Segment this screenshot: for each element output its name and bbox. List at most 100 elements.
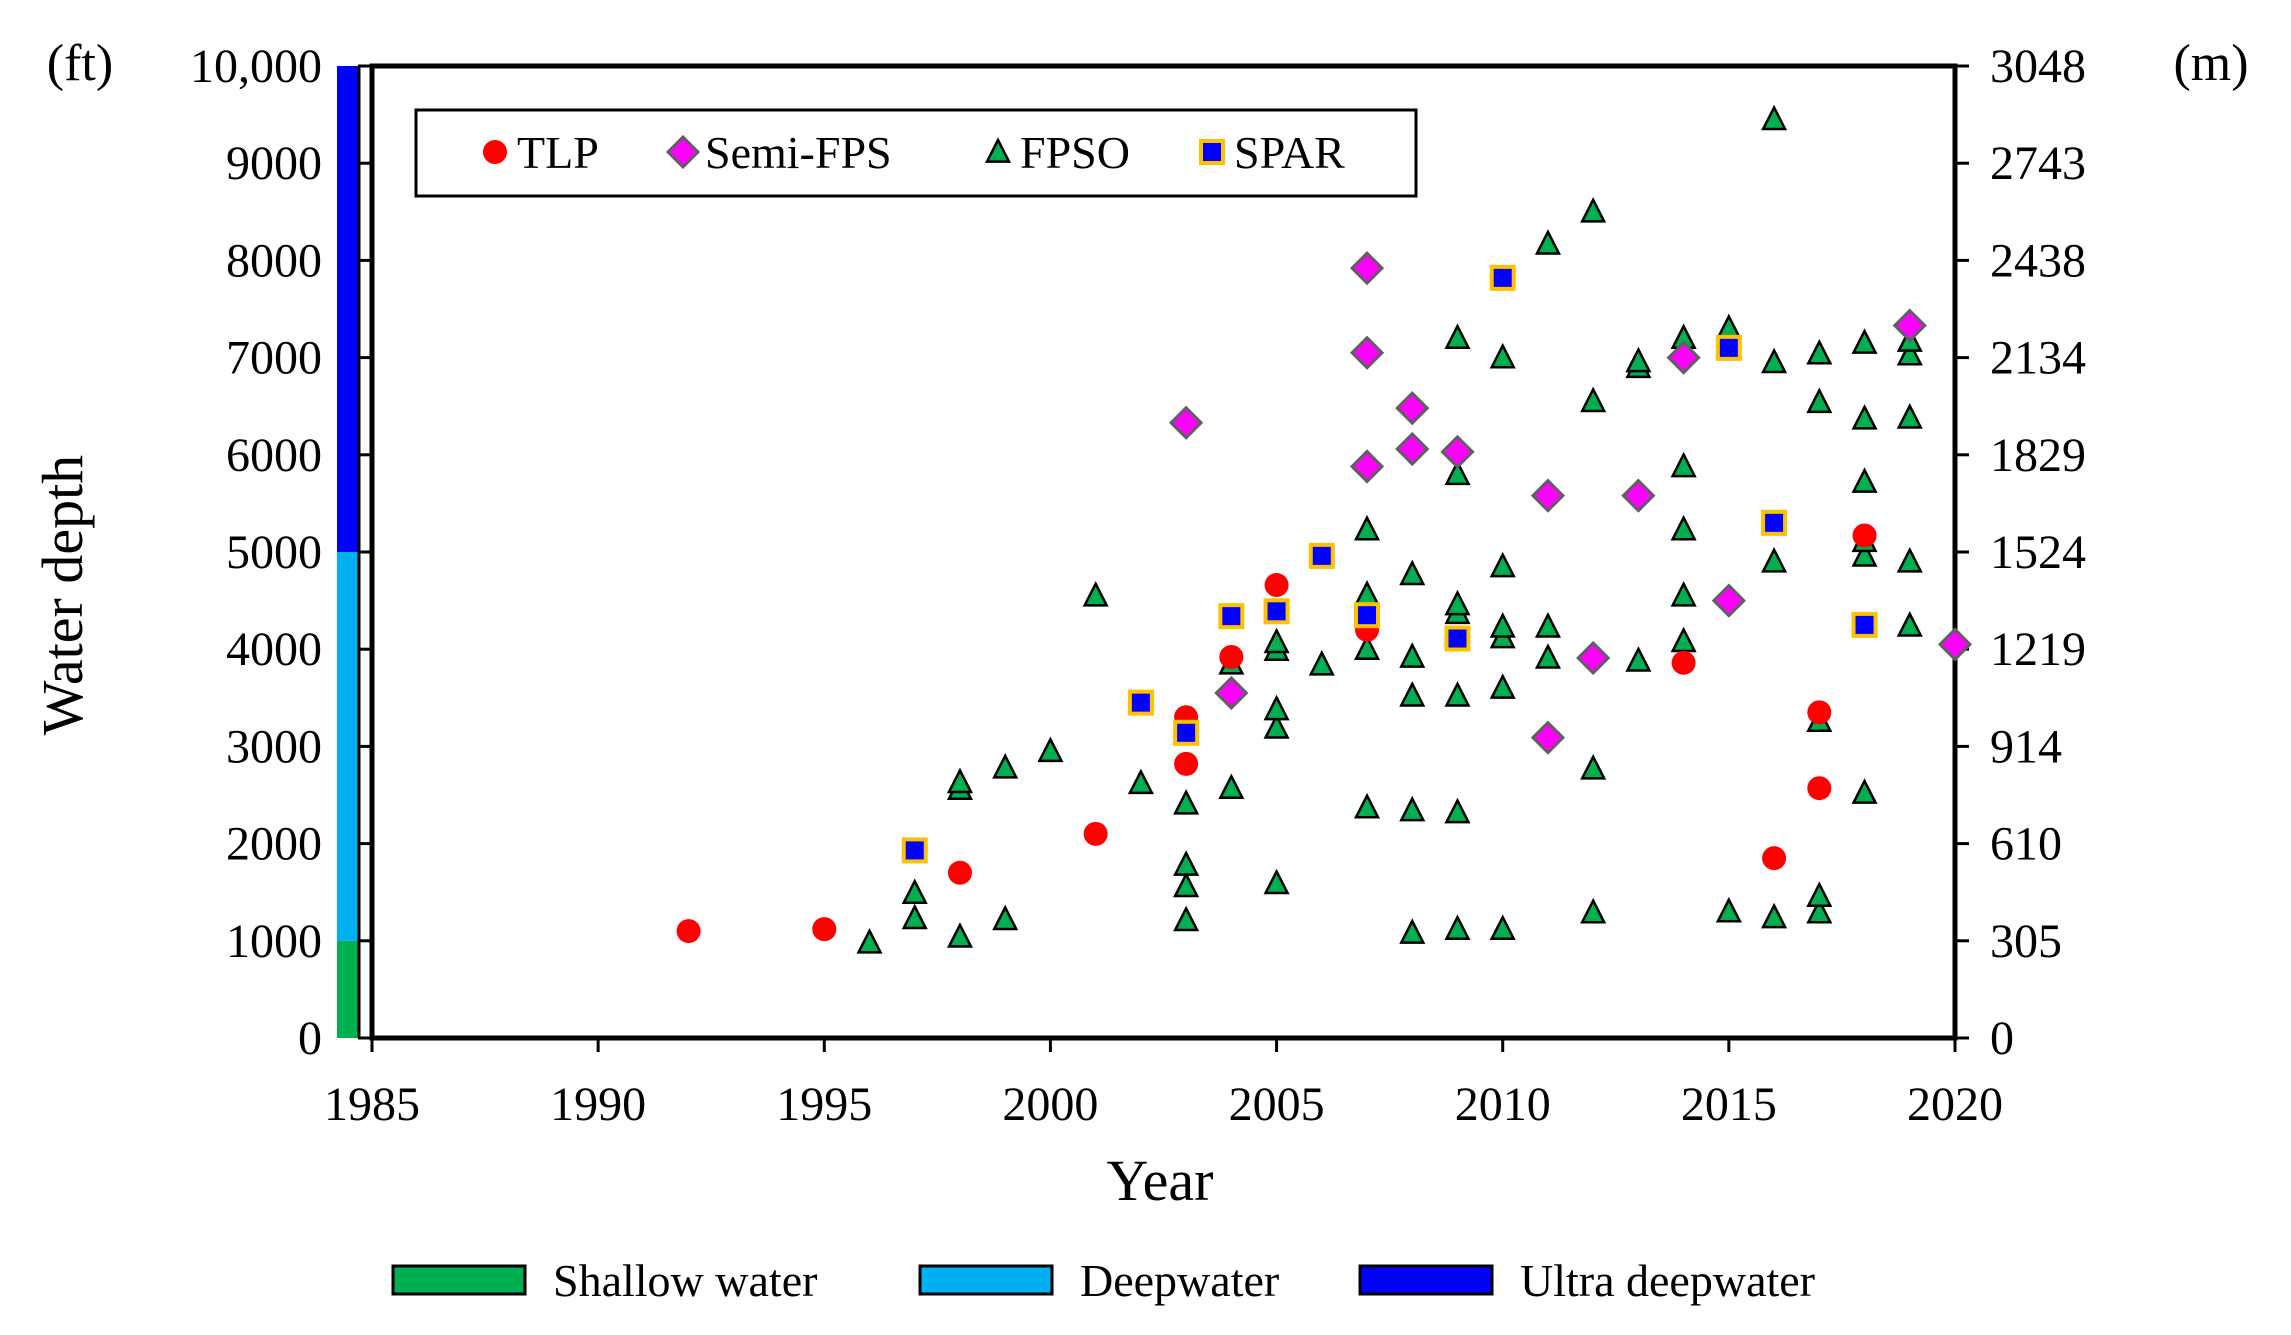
legend-marker-tlp [483, 140, 507, 164]
point-fpso [1534, 612, 1561, 638]
legend-marker-fpso [984, 137, 1012, 163]
depth-legend-swatch [918, 1264, 1054, 1296]
point-tlp [676, 919, 701, 944]
point-semi-fps [1168, 405, 1204, 440]
point-fpso [1399, 681, 1426, 707]
point-fpso [1851, 541, 1878, 567]
point-fpso [1580, 897, 1607, 924]
y-tick-label-right: 3048 [1990, 40, 2086, 93]
point-semi-fps [1621, 478, 1656, 513]
point-fpso [1037, 736, 1064, 763]
point-fpso [992, 904, 1019, 931]
point-fpso [1353, 634, 1381, 661]
x-tick-label: 2005 [1229, 1078, 1325, 1131]
y-tick-label-left: 8000 [226, 234, 322, 287]
point-fpso [1444, 459, 1471, 486]
point-spar [1263, 598, 1290, 625]
point-fpso [1851, 328, 1878, 354]
y-tick-label-left: 9000 [226, 137, 322, 190]
y-tick-label-right: 0 [1990, 1012, 2014, 1065]
point-fpso [1353, 514, 1381, 541]
point-semi-fps [1937, 627, 1973, 662]
point-fpso [1173, 788, 1200, 815]
point-fpso [1173, 850, 1200, 876]
point-fpso [1173, 871, 1200, 898]
point-semi-fps [1349, 449, 1385, 484]
point-semi-fps [1349, 335, 1385, 370]
depth-legend: Shallow water Deepwater Ultra deepwater [391, 1255, 1815, 1306]
point-tlp [1264, 573, 1289, 598]
x-tick-label: 1990 [550, 1078, 646, 1131]
point-fpso [946, 767, 974, 794]
y-axis-right: 0 305 610 914 1219 1524 1829 2134 2438 2743 3048 [1955, 40, 2086, 1065]
x-tick-label: 2015 [1681, 1078, 1777, 1131]
point-tlp [1807, 776, 1832, 801]
point-fpso [1580, 386, 1607, 413]
x-tick-label: 2010 [1455, 1078, 1551, 1131]
point-fpso [1218, 773, 1245, 800]
point-fpso [1806, 881, 1833, 907]
point-fpso [1444, 323, 1471, 350]
point-spar [1489, 264, 1516, 291]
point-tlp [1219, 644, 1244, 669]
point-fpso [1670, 626, 1697, 653]
y-tick-label-left: 2000 [226, 818, 322, 871]
x-tick-label: 1985 [324, 1078, 420, 1131]
y-tick-label-left: 0 [298, 1012, 322, 1065]
point-fpso [1173, 905, 1200, 932]
depth-legend-label: Deepwater [1080, 1255, 1279, 1306]
y-tick-label-right: 305 [1990, 915, 2062, 968]
point-spar [1354, 602, 1381, 629]
point-fpso [1444, 914, 1471, 940]
point-fpso [1399, 559, 1426, 586]
depth-legend-label: Shallow water [553, 1255, 817, 1306]
y-tick-label-right: 1829 [1990, 429, 2086, 482]
point-fpso [856, 927, 883, 954]
point-fpso [1489, 612, 1516, 638]
y-tick-label-left: 1000 [226, 915, 322, 968]
point-fpso [1444, 797, 1471, 824]
y-tick-label-right: 2743 [1990, 137, 2086, 190]
point-semi-fps [1395, 391, 1430, 426]
y-tick-label-left: 4000 [226, 623, 322, 676]
point-fpso [1625, 346, 1652, 373]
point-tlp [812, 917, 837, 942]
x-tick-label: 2000 [1002, 1078, 1098, 1131]
depth-legend-label: Ultra deepwater [1520, 1255, 1815, 1306]
point-fpso [1896, 611, 1923, 637]
y-axis-left: 0 1000 2000 3000 4000 5000 6000 7000 8000 9000 10,… [190, 40, 372, 1065]
point-spar [1173, 719, 1200, 746]
point-fpso [1761, 546, 1788, 573]
point-fpso [1715, 313, 1742, 340]
y-tick-label-right: 2134 [1990, 332, 2086, 385]
legend-box [414, 108, 1418, 198]
point-fpso [1625, 646, 1652, 672]
point-semi-fps [1440, 434, 1475, 470]
point-fpso [1806, 338, 1833, 365]
y-tick-label-left: 5000 [226, 526, 322, 579]
point-fpso [901, 903, 928, 930]
point-fpso [1851, 778, 1878, 804]
legend-marker-semi-fps [665, 134, 701, 170]
point-tlp [1671, 650, 1696, 675]
point-semi-fps [1395, 431, 1430, 467]
point-tlp [947, 860, 972, 885]
depth-category-bar [337, 66, 361, 1038]
point-fpso [1534, 229, 1561, 255]
legend-label: TLP [517, 127, 599, 178]
legend-label: SPAR [1234, 127, 1345, 178]
x-tick-label: 2020 [1907, 1078, 2003, 1131]
y-tick-label-left: 3000 [226, 720, 322, 773]
point-semi-fps [1711, 583, 1746, 618]
point-fpso [1761, 347, 1788, 374]
point-semi-fps [1666, 340, 1701, 375]
point-spar [1308, 542, 1335, 569]
point-fpso [1851, 467, 1878, 493]
x-tick-label: 1995 [776, 1078, 872, 1131]
point-fpso [1263, 868, 1290, 895]
y-unit-left: (ft) [47, 35, 113, 92]
data-points [676, 104, 1973, 954]
point-fpso [1761, 902, 1788, 929]
point-fpso [1580, 197, 1607, 223]
point-spar [1851, 611, 1878, 638]
